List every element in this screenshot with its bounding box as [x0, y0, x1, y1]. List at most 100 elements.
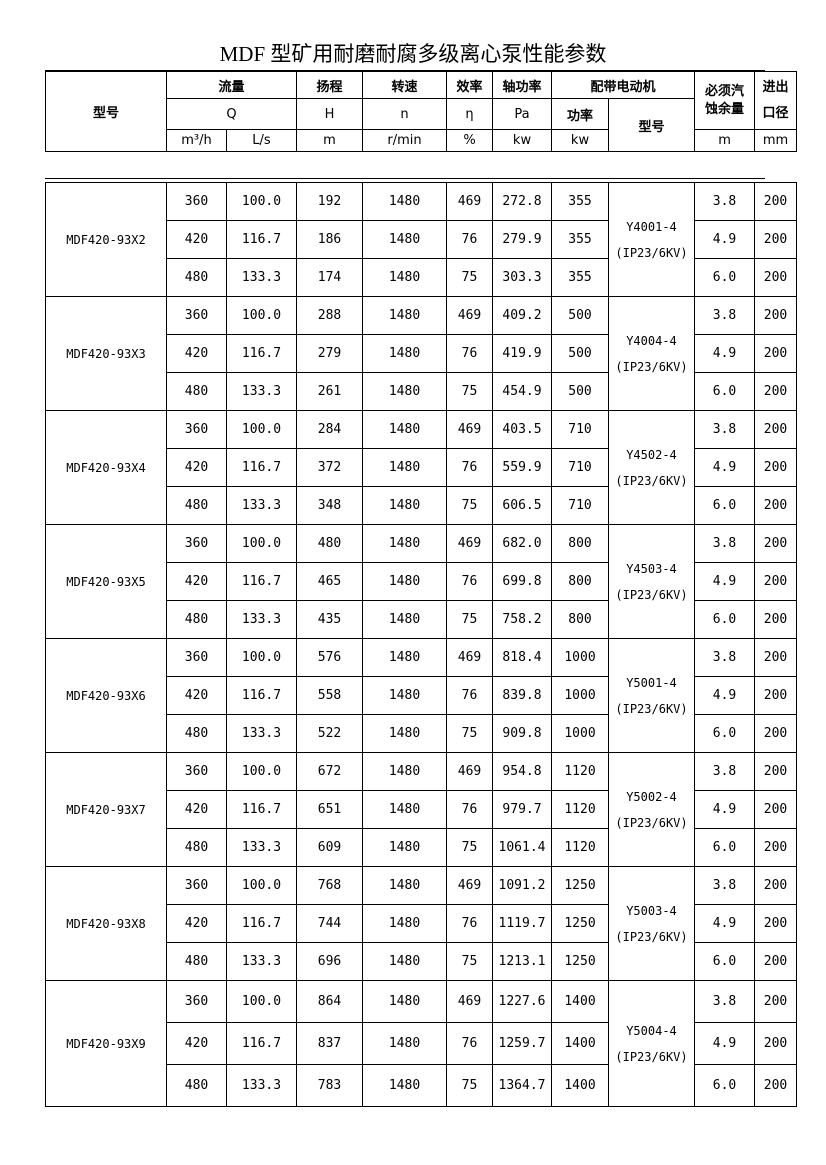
- head-cell: 837: [296, 1022, 363, 1065]
- motor-spec: (IP23/6KV): [615, 1049, 688, 1064]
- npsh-cell: 4.9: [694, 220, 755, 259]
- head-cell: 288: [296, 296, 363, 335]
- header-flow-unit-ls: L/s: [225, 129, 298, 152]
- shaft-power-cell: 682.0: [492, 524, 552, 563]
- efficiency-cell: 76: [446, 790, 493, 829]
- head-cell: 696: [296, 942, 363, 981]
- head-cell: 186: [296, 220, 363, 259]
- flow-m3h-cell: 360: [166, 980, 227, 1023]
- shaft-power-cell: 403.5: [492, 410, 552, 449]
- diameter-cell: 200: [754, 752, 797, 791]
- speed-cell: 1480: [362, 600, 447, 639]
- motor-spec: (IP23/6KV): [615, 473, 688, 488]
- table-row: MDF420-93X9 360 100.0 864 1480 469 1227.6 1400 Y…: [45, 980, 797, 1107]
- shaft-power-cell: 606.5: [492, 486, 552, 525]
- flow-ls-cell: 133.3: [226, 828, 297, 867]
- speed-cell: 1480: [362, 638, 447, 677]
- flow-m3h-cell: 420: [166, 220, 227, 259]
- speed-cell: 1480: [362, 1064, 447, 1107]
- shaft-power-cell: 818.4: [492, 638, 552, 677]
- table-row: MDF420-93X3 360 100.0 288 1480 469 409.2 500 Y40…: [45, 296, 797, 411]
- npsh-cell: 4.9: [694, 448, 755, 487]
- motor-cell: Y4004-4 (IP23/6KV): [608, 296, 695, 411]
- table-row: 480 133.3 783 1480 75 1364.7 1400 6.0 200: [46, 1064, 797, 1107]
- head-cell: 522: [296, 714, 363, 753]
- efficiency-cell: 75: [446, 372, 493, 411]
- motor-cell: Y5004-4 (IP23/6KV): [608, 980, 695, 1107]
- speed-cell: 1480: [362, 524, 447, 563]
- flow-m3h-cell: 480: [166, 942, 227, 981]
- flow-m3h-cell: 360: [166, 296, 227, 335]
- shaft-power-cell: 559.9: [492, 448, 552, 487]
- efficiency-cell: 469: [446, 866, 493, 905]
- speed-cell: 1480: [362, 258, 447, 297]
- speed-cell: 1480: [362, 980, 447, 1023]
- header-speed-symbol: n: [362, 98, 448, 130]
- shaft-power-cell: 419.9: [492, 334, 552, 373]
- npsh-cell: 4.9: [694, 1022, 755, 1065]
- motor-power-cell: 500: [551, 372, 609, 411]
- table-row: MDF420-93X2 360 100.0 192 1480 469 272.8 355 Y40…: [45, 182, 797, 297]
- table-row: 420 116.7 651 1480 76 979.7 1120 4.9 200: [46, 790, 797, 829]
- efficiency-cell: 75: [446, 486, 493, 525]
- diameter-cell: 200: [754, 182, 797, 221]
- npsh-cell: 6.0: [694, 600, 755, 639]
- motor-model: Y4004-4: [626, 333, 677, 348]
- motor-power-cell: 355: [551, 182, 609, 221]
- motor-power-cell: 1400: [551, 1064, 609, 1107]
- header-npsh: 必须汽蚀余量: [694, 71, 756, 130]
- motor-model: Y4001-4: [626, 219, 677, 234]
- efficiency-cell: 75: [446, 600, 493, 639]
- efficiency-cell: 76: [446, 562, 493, 601]
- table-row: 420 116.7 279 1480 76 419.9 500 4.9 200: [46, 334, 797, 373]
- motor-power-cell: 1400: [551, 980, 609, 1023]
- motor-spec: (IP23/6KV): [615, 359, 688, 374]
- flow-m3h-cell: 480: [166, 372, 227, 411]
- head-cell: 348: [296, 486, 363, 525]
- flow-ls-cell: 100.0: [226, 524, 297, 563]
- npsh-cell: 6.0: [694, 372, 755, 411]
- flow-ls-cell: 116.7: [226, 904, 297, 943]
- flow-m3h-cell: 480: [166, 486, 227, 525]
- header-shaft-unit: kw: [492, 129, 553, 152]
- flow-ls-cell: 100.0: [226, 296, 297, 335]
- table-row: 420 116.7 186 1480 76 279.9 355 4.9 200: [46, 220, 797, 259]
- flow-m3h-cell: 480: [166, 1064, 227, 1107]
- table-row: MDF420-93X4 360 100.0 284 1480 469 403.5 710 Y45…: [45, 410, 797, 525]
- head-cell: 783: [296, 1064, 363, 1107]
- diameter-cell: 200: [754, 1064, 797, 1107]
- head-cell: 284: [296, 410, 363, 449]
- flow-ls-cell: 116.7: [226, 562, 297, 601]
- flow-ls-cell: 116.7: [226, 220, 297, 259]
- efficiency-cell: 75: [446, 258, 493, 297]
- shaft-power-cell: 954.8: [492, 752, 552, 791]
- motor-power-cell: 355: [551, 258, 609, 297]
- flow-m3h-cell: 420: [166, 790, 227, 829]
- head-cell: 480: [296, 524, 363, 563]
- flow-ls-cell: 133.3: [226, 486, 297, 525]
- flow-m3h-cell: 420: [166, 1022, 227, 1065]
- efficiency-cell: 76: [446, 334, 493, 373]
- npsh-cell: 6.0: [694, 1064, 755, 1107]
- speed-cell: 1480: [362, 410, 447, 449]
- motor-spec: (IP23/6KV): [615, 587, 688, 602]
- flow-m3h-cell: 360: [166, 638, 227, 677]
- diameter-cell: 200: [754, 676, 797, 715]
- diameter-cell: 200: [754, 866, 797, 905]
- flow-ls-cell: 100.0: [226, 752, 297, 791]
- header-table: 型号 流量 扬程 转速 效率 轴功率 配带电动机 必须汽蚀余量 进出口径 Q H…: [45, 71, 798, 152]
- flow-ls-cell: 100.0: [226, 866, 297, 905]
- diameter-cell: 200: [754, 1022, 797, 1065]
- speed-cell: 1480: [362, 942, 447, 981]
- motor-cell: Y4001-4 (IP23/6KV): [608, 182, 695, 297]
- flow-ls-cell: 100.0: [226, 638, 297, 677]
- motor-cell: Y5001-4 (IP23/6KV): [608, 638, 695, 753]
- header-diameter: 进出口径: [754, 71, 798, 130]
- efficiency-cell: 469: [446, 524, 493, 563]
- flow-ls-cell: 100.0: [226, 410, 297, 449]
- table-row: MDF420-93X5 360 100.0 480 1480 469 682.0 800 Y45…: [45, 524, 797, 639]
- diameter-cell: 200: [754, 980, 797, 1023]
- motor-power-cell: 710: [551, 486, 609, 525]
- efficiency-cell: 469: [446, 980, 493, 1023]
- motor-power-cell: 1250: [551, 866, 609, 905]
